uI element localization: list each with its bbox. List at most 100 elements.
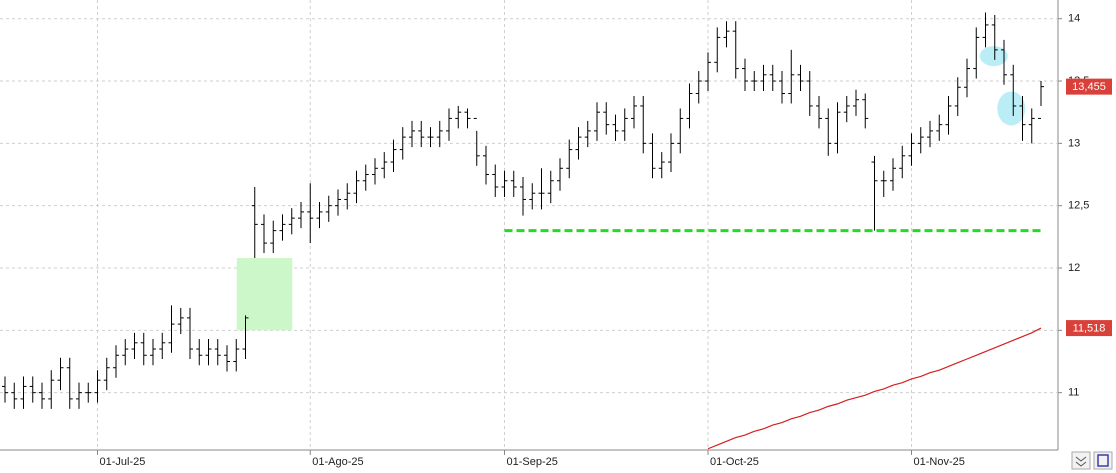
ohlc-bar	[39, 382, 45, 409]
last-value-label: 13,455	[1072, 81, 1106, 93]
ohlc-bar	[853, 89, 859, 116]
ohlc-bar	[834, 102, 841, 154]
ohlc-bar	[695, 71, 702, 104]
ohlc-bar	[982, 12, 989, 48]
ohlc-bar	[159, 332, 166, 360]
highlight-circle	[979, 46, 1008, 67]
ohlc-bar	[732, 21, 739, 79]
ohlc-bar	[529, 183, 536, 210]
ohlc-bar	[501, 170, 508, 197]
ohlc-bar	[547, 170, 554, 204]
ohlc-bar	[270, 220, 277, 254]
ohlc-bar	[584, 120, 591, 148]
ohlc-bar	[964, 58, 970, 98]
ohlc-bar	[399, 127, 406, 160]
moving-average-line	[707, 327, 1042, 450]
ohlc-bar	[150, 339, 156, 366]
ohlc-bar	[251, 186, 258, 259]
y-tick-label: 13	[1068, 137, 1080, 149]
ohlc-bar	[196, 339, 203, 366]
ohlc-bar	[11, 382, 18, 409]
ohlc-bar	[372, 158, 378, 185]
last-value-box	[1066, 78, 1112, 95]
ohlc-bar	[113, 345, 119, 378]
ohlc-bar	[723, 21, 730, 48]
ohlc-bar	[927, 120, 933, 148]
ohlc-bar	[779, 71, 785, 104]
ohlc-bar	[714, 27, 721, 73]
ohlc-bar	[1038, 81, 1044, 119]
ohlc-bar	[316, 201, 323, 229]
ohlc-bar	[594, 102, 600, 141]
ohlc-bar	[917, 127, 924, 154]
ohlc-bar	[557, 158, 563, 191]
ohlc-bar	[538, 168, 545, 210]
ohlc-bar	[187, 307, 193, 360]
ohlc-bar	[631, 95, 637, 129]
ohlc-bar	[427, 127, 434, 148]
ohlc-bar	[686, 83, 693, 129]
last-value-box	[1066, 320, 1112, 337]
ohlc-bar	[936, 114, 943, 141]
ohlc-bar	[649, 133, 656, 179]
ohlc-bar	[242, 315, 249, 360]
ohlc-bar	[797, 64, 804, 91]
toolbar	[1071, 451, 1113, 470]
y-tick-label: 12	[1068, 262, 1080, 274]
ohlc-bar	[1019, 95, 1026, 141]
ohlc-bar	[862, 93, 869, 129]
ohlc-bar	[76, 382, 82, 409]
y-tick-label: 14	[1068, 13, 1080, 25]
ohlc-bar	[446, 108, 452, 141]
ohlc-bar	[603, 102, 610, 135]
ohlc-bar	[705, 52, 711, 91]
ohlc-bar	[177, 307, 184, 335]
ohlc-bar	[140, 332, 147, 366]
ohlc-bar	[871, 155, 878, 231]
ohlc-bar	[899, 145, 906, 179]
ohlc-bar	[640, 95, 647, 154]
ohlc-bar	[991, 14, 998, 60]
ohlc-bar	[843, 95, 850, 123]
ohlc-bar	[769, 64, 776, 91]
ohlc-bar	[344, 183, 351, 210]
ohlc-bar	[621, 108, 628, 141]
ohlc-bar	[954, 77, 961, 116]
x-tick-label: 01-Sep-25	[507, 456, 558, 468]
ohlc-bar	[66, 357, 73, 409]
ohlc-bar	[1028, 108, 1035, 144]
ohlc-bar	[520, 177, 526, 216]
x-tick-label: 01-Jul-25	[100, 456, 146, 468]
ohlc-bar	[668, 133, 674, 173]
ohlc-bar	[945, 95, 952, 135]
ohlc-bar	[483, 145, 489, 185]
ohlc-bar	[85, 382, 92, 403]
ohlc-bar	[122, 339, 129, 366]
y-tick-label: 12,5	[1068, 200, 1089, 212]
ohlc-bar	[492, 164, 499, 197]
last-value-label: 11,518	[1073, 322, 1106, 334]
save-icon	[1097, 454, 1109, 467]
ohlc-bar	[390, 139, 397, 173]
ohlc-bar	[335, 189, 341, 216]
ohlc-bar	[575, 127, 582, 160]
ohlc-bar	[742, 58, 748, 91]
ohlc-bar	[455, 105, 462, 129]
ohlc-bar	[409, 120, 415, 148]
ohlc-bar	[2, 376, 8, 403]
ohlc-bar	[131, 332, 138, 360]
ohlc-bar	[29, 376, 36, 403]
ohlc-bar	[1001, 39, 1007, 85]
ohlc-bar	[288, 208, 295, 235]
ohlc-bar	[307, 183, 314, 244]
ohlc-bar	[224, 345, 230, 372]
ohlc-bar	[464, 108, 471, 129]
ohlc-bar	[890, 158, 896, 191]
ohlc-bar	[825, 108, 832, 156]
ohlc-bar	[362, 164, 369, 191]
ohlc-bar	[57, 357, 64, 391]
ohlc-bar	[381, 152, 388, 179]
ohlc-bar	[612, 114, 619, 141]
ohlc-bar	[751, 71, 758, 91]
y-tick-label: 11	[1068, 387, 1079, 399]
